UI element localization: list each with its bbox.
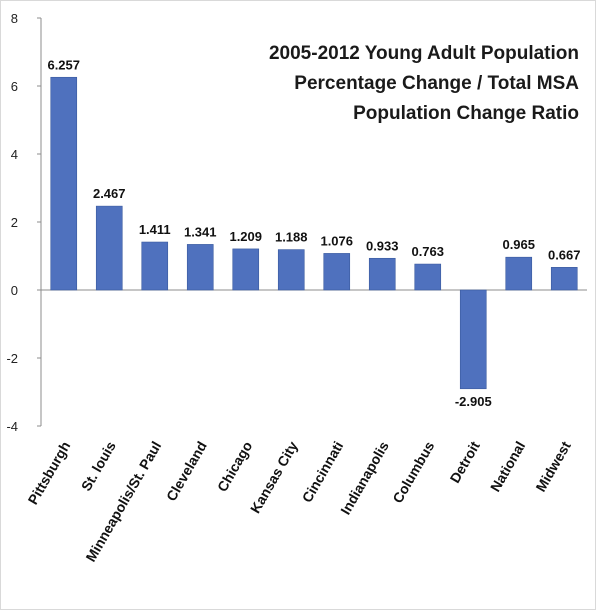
x-category-label: Kansas City: [247, 438, 301, 516]
bar: [459, 289, 487, 390]
data-label: -2.905: [455, 394, 492, 409]
chart-title: 2005-2012 Young Adult Population Percent…: [269, 43, 579, 124]
y-tick-label: 2: [11, 215, 18, 230]
data-label: 0.933: [366, 238, 399, 253]
data-label: 0.965: [502, 237, 535, 252]
data-label: 1.209: [229, 229, 262, 244]
data-label: 1.188: [275, 230, 308, 245]
data-label: 0.763: [411, 244, 444, 259]
bar: [50, 76, 78, 291]
x-category-label: Pittsburgh: [24, 439, 73, 508]
bar: [550, 267, 578, 291]
data-labels: 6.257 2.467 1.411 1.341 1.209 1.188 1.076 0.933…: [47, 57, 580, 409]
data-label: 1.076: [320, 233, 353, 248]
bar: [95, 205, 123, 291]
y-tick-label: -4: [6, 419, 18, 434]
x-category-label: Midwest: [532, 438, 574, 494]
data-label: 2.467: [93, 186, 126, 201]
y-tick-label: -2: [6, 351, 18, 366]
bar: [186, 244, 214, 291]
data-label: 1.341: [184, 224, 217, 239]
chart-title-line-1: 2005-2012 Young Adult Population: [269, 43, 579, 64]
bars: [50, 76, 578, 390]
bar: [323, 253, 351, 291]
bar: [232, 248, 260, 291]
y-tick-label: 0: [11, 283, 18, 298]
x-category-label: Columbus: [389, 438, 437, 505]
bar: [277, 249, 305, 291]
data-label: 0.667: [548, 247, 581, 262]
bar: [141, 241, 169, 291]
x-category-label: Cincinnati: [299, 439, 347, 506]
chart-title-line-3: Population Change Ratio: [353, 103, 579, 124]
chart-title-line-2: Percentage Change / Total MSA: [294, 73, 579, 94]
x-category-label: Cleveland: [163, 439, 210, 504]
y-tick-label: 8: [11, 11, 18, 26]
data-label: 6.257: [47, 57, 80, 72]
y-tick-label: 4: [11, 147, 18, 162]
y-axis-ticks: -4 -2 0 2 4 6 8: [6, 11, 41, 434]
x-category-label: National: [487, 439, 528, 495]
bar: [414, 263, 442, 291]
x-category-label: Detroit: [446, 438, 483, 485]
x-category-label: Indianapolis: [337, 438, 392, 517]
bar: [505, 256, 533, 291]
x-category-label: St. louis: [78, 438, 119, 493]
x-category-label: Chicago: [214, 439, 255, 495]
bar: [368, 257, 396, 291]
data-label: 1.411: [139, 222, 171, 237]
y-tick-label: 6: [11, 79, 18, 94]
